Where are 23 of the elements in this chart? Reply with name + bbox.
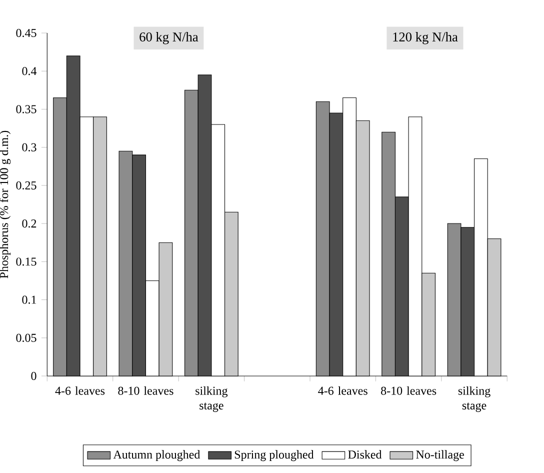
annotation: 120 kg N/ha: [393, 32, 458, 44]
legend-label: Disked: [348, 450, 382, 459]
y-axis-title: Phosphorus (% for 100 g d.m.): [0, 130, 11, 278]
x-tick-label: silking stage: [458, 386, 490, 412]
y-tick-label: 0.15: [16, 258, 36, 266]
legend-label: No-tillage: [416, 450, 464, 462]
x-tick-label: 4-6 leaves: [318, 386, 368, 395]
y-tick-label: 0.25: [16, 181, 36, 190]
y-tick-label: 0.2: [22, 219, 36, 228]
legend-label: Spring ploughed: [234, 450, 314, 462]
y-tick-label: 0.05: [16, 334, 36, 342]
x-tick-label: 4-6 leaves: [55, 386, 105, 395]
x-tick-label: 8-10 leaves: [118, 386, 174, 395]
legend-label: Autumn ploughed: [113, 450, 200, 462]
y-tick-label: 0.1: [22, 296, 36, 304]
x-tick-label: silking stage: [196, 386, 228, 412]
y-tick-label: 0.35: [16, 105, 36, 114]
y-tick-label: 0.45: [16, 28, 36, 38]
annotation: 60 kg N/ha: [140, 32, 198, 44]
y-tick-label: 0.4: [22, 67, 37, 76]
y-tick-label: 0.3: [22, 143, 36, 152]
x-tick-label: 8-10 leaves: [381, 386, 436, 395]
y-tick-label: 0: [31, 372, 36, 380]
